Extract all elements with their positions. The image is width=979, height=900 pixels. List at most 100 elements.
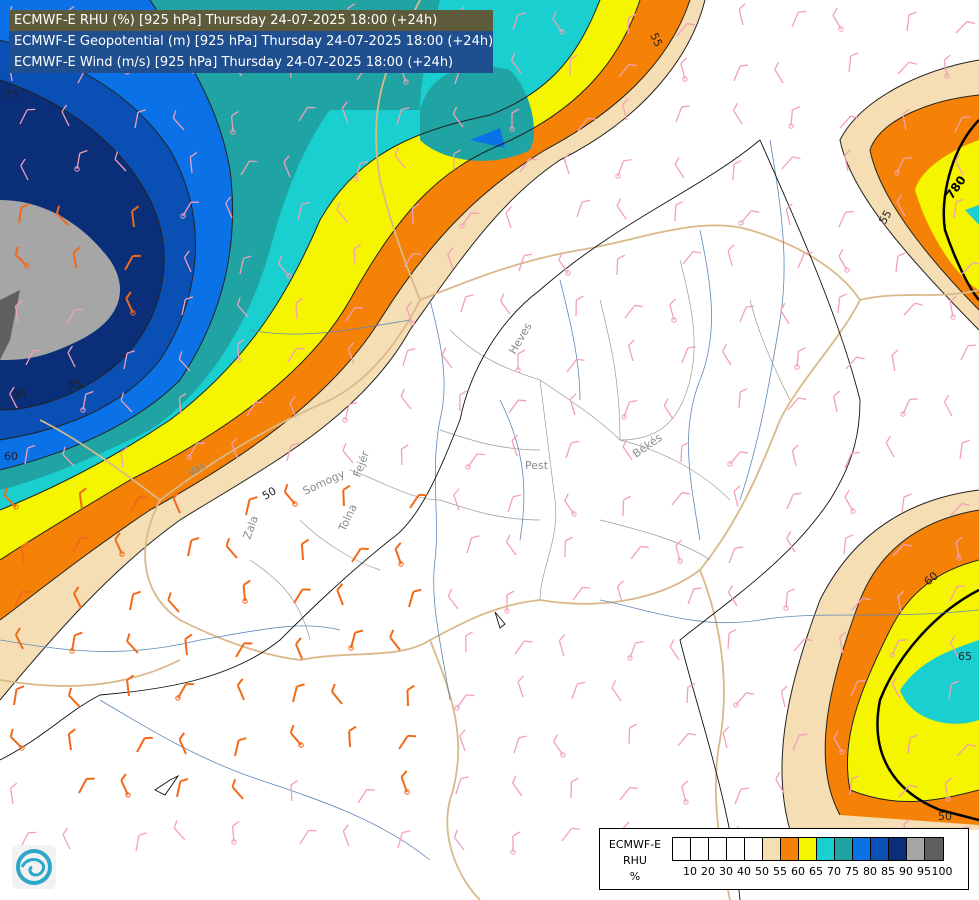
wind-barb xyxy=(681,346,696,364)
wind-barb xyxy=(186,442,206,460)
wind-barb xyxy=(403,253,422,268)
legend-swatch xyxy=(745,838,763,860)
wind-barb xyxy=(774,61,784,84)
wind-barb xyxy=(949,635,959,658)
wind-barb xyxy=(66,308,83,325)
legend-tick-label: 10 xyxy=(683,865,697,878)
contour-label-85-left: 85 xyxy=(68,378,82,391)
wind-barb xyxy=(844,149,852,172)
wind-barb xyxy=(628,723,637,745)
wind-barb xyxy=(897,61,917,75)
wind-barb xyxy=(123,350,135,370)
wind-barb xyxy=(507,494,521,513)
wind-barb xyxy=(960,344,977,361)
wind-barb xyxy=(173,820,186,841)
wind-barb xyxy=(576,199,591,218)
wind-barb xyxy=(786,492,802,510)
wind-barb xyxy=(9,386,18,409)
wind-barb xyxy=(674,157,685,179)
wind-barb xyxy=(14,627,24,650)
wind-barb xyxy=(72,246,81,269)
legend-swatch xyxy=(835,838,853,860)
wind-barb xyxy=(571,681,586,700)
wind-barb xyxy=(300,538,310,561)
wind-barb xyxy=(293,588,311,604)
wind-barb xyxy=(178,732,187,755)
wind-barb xyxy=(297,201,310,221)
wind-barb xyxy=(663,398,674,420)
wind-barb xyxy=(788,106,800,129)
legend-ticks: 10 20 30 40 50 55 60 65 70 75 80 85 90 95 100 xyxy=(672,865,972,879)
wind-barb xyxy=(176,777,189,798)
wind-barb xyxy=(738,3,746,26)
wind-barb xyxy=(3,487,19,510)
wind-barb xyxy=(453,488,460,511)
rhu-field-east-south xyxy=(781,490,979,830)
wind-barb xyxy=(459,390,467,412)
wind-barb xyxy=(409,493,428,509)
wind-barb xyxy=(441,347,453,369)
wind-barb xyxy=(898,784,918,798)
wind-barb xyxy=(225,196,233,219)
wind-barb xyxy=(509,108,520,132)
wind-barb xyxy=(235,642,253,658)
wind-barb xyxy=(513,735,527,754)
wind-barb xyxy=(775,771,785,794)
wind-barb xyxy=(512,12,526,31)
wind-barb xyxy=(330,683,343,705)
legend-tick-label: 100 xyxy=(931,865,953,878)
wind-barb xyxy=(353,160,369,182)
wind-barb xyxy=(686,682,696,704)
wind-barb xyxy=(621,98,629,121)
wind-barb xyxy=(289,724,304,748)
wind-barb xyxy=(901,493,912,514)
wind-barb xyxy=(895,252,906,273)
wind-barb xyxy=(357,788,375,804)
wind-barb xyxy=(558,252,571,276)
wind-barb xyxy=(566,358,585,373)
contour-label-55-top: 55 xyxy=(647,31,665,49)
wind-barb xyxy=(453,149,461,171)
wind-barb xyxy=(74,149,88,172)
wind-barb xyxy=(564,536,573,558)
wind-barb xyxy=(130,495,147,512)
legend-swatch xyxy=(871,838,889,860)
legend-swatch xyxy=(925,838,943,860)
wind-barb xyxy=(900,398,918,417)
wind-barb xyxy=(25,349,42,366)
wind-barb xyxy=(615,158,632,179)
wind-barb xyxy=(136,736,153,753)
wind-barb xyxy=(850,679,866,697)
legend-tick-label: 70 xyxy=(827,865,841,878)
wind-barb xyxy=(680,57,688,82)
wind-barb xyxy=(897,590,905,613)
wind-barb xyxy=(733,64,749,82)
wind-barb xyxy=(564,493,577,517)
legend-swatches xyxy=(672,837,944,861)
wind-barb xyxy=(286,442,299,462)
place-label-pest: Pest xyxy=(525,459,549,472)
wind-barb xyxy=(627,640,644,661)
legend-swatch xyxy=(727,838,745,860)
wind-barb xyxy=(459,729,466,752)
wind-barb xyxy=(569,54,578,76)
wind-barb xyxy=(558,634,566,657)
wind-barb xyxy=(619,786,638,801)
wind-barb xyxy=(342,824,350,847)
wind-barb xyxy=(848,52,859,73)
wind-barb xyxy=(843,534,854,555)
legend-tick-label: 50 xyxy=(755,865,769,878)
wind-barb xyxy=(514,640,533,655)
wind-barb xyxy=(19,108,36,125)
wind-barb xyxy=(287,347,305,363)
wind-barb xyxy=(727,244,735,267)
wind-barb xyxy=(734,787,750,805)
wind-barb xyxy=(738,387,748,409)
wind-barb xyxy=(239,255,252,275)
wind-barb xyxy=(292,683,305,703)
wind-barb xyxy=(839,115,859,129)
wind-barb xyxy=(944,777,952,802)
wind-barb xyxy=(9,782,18,805)
wind-barb xyxy=(231,778,244,800)
